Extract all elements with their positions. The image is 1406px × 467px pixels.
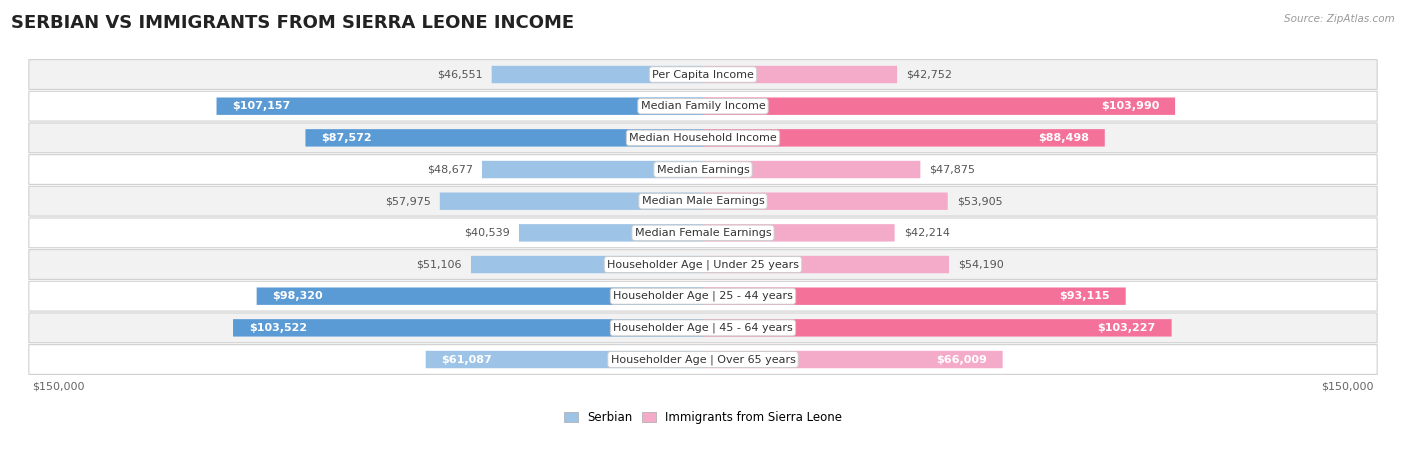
Text: $103,990: $103,990 — [1101, 101, 1159, 111]
Text: $47,875: $47,875 — [929, 164, 976, 175]
Text: $42,752: $42,752 — [905, 70, 952, 79]
FancyBboxPatch shape — [482, 161, 703, 178]
FancyBboxPatch shape — [440, 192, 703, 210]
Text: $87,572: $87,572 — [322, 133, 373, 143]
FancyBboxPatch shape — [703, 192, 948, 210]
Text: SERBIAN VS IMMIGRANTS FROM SIERRA LEONE INCOME: SERBIAN VS IMMIGRANTS FROM SIERRA LEONE … — [11, 14, 575, 32]
Text: $93,115: $93,115 — [1059, 291, 1109, 301]
Text: Median Household Income: Median Household Income — [628, 133, 778, 143]
FancyBboxPatch shape — [703, 224, 894, 241]
FancyBboxPatch shape — [703, 98, 1175, 115]
FancyBboxPatch shape — [30, 218, 1376, 248]
FancyBboxPatch shape — [257, 288, 703, 305]
FancyBboxPatch shape — [217, 98, 703, 115]
Text: Householder Age | Over 65 years: Householder Age | Over 65 years — [610, 354, 796, 365]
FancyBboxPatch shape — [233, 319, 703, 337]
Text: Householder Age | 25 - 44 years: Householder Age | 25 - 44 years — [613, 291, 793, 301]
FancyBboxPatch shape — [703, 66, 897, 83]
Legend: Serbian, Immigrants from Sierra Leone: Serbian, Immigrants from Sierra Leone — [558, 406, 848, 429]
FancyBboxPatch shape — [471, 256, 703, 273]
Text: Per Capita Income: Per Capita Income — [652, 70, 754, 79]
Text: Householder Age | Under 25 years: Householder Age | Under 25 years — [607, 259, 799, 270]
Text: Householder Age | 45 - 64 years: Householder Age | 45 - 64 years — [613, 323, 793, 333]
Text: $54,190: $54,190 — [957, 260, 1004, 269]
Text: $51,106: $51,106 — [416, 260, 463, 269]
Text: Median Earnings: Median Earnings — [657, 164, 749, 175]
Text: $107,157: $107,157 — [232, 101, 291, 111]
FancyBboxPatch shape — [30, 155, 1376, 184]
FancyBboxPatch shape — [703, 351, 1002, 368]
Text: $57,975: $57,975 — [385, 196, 430, 206]
Text: $150,000: $150,000 — [32, 381, 84, 391]
FancyBboxPatch shape — [30, 123, 1376, 153]
Text: Median Female Earnings: Median Female Earnings — [634, 228, 772, 238]
Text: $150,000: $150,000 — [1322, 381, 1374, 391]
FancyBboxPatch shape — [492, 66, 703, 83]
Text: Median Male Earnings: Median Male Earnings — [641, 196, 765, 206]
FancyBboxPatch shape — [30, 281, 1376, 311]
FancyBboxPatch shape — [703, 129, 1105, 147]
Text: $48,677: $48,677 — [427, 164, 472, 175]
Text: $46,551: $46,551 — [437, 70, 482, 79]
FancyBboxPatch shape — [30, 345, 1376, 375]
Text: $53,905: $53,905 — [957, 196, 1002, 206]
FancyBboxPatch shape — [703, 256, 949, 273]
FancyBboxPatch shape — [703, 161, 921, 178]
FancyBboxPatch shape — [426, 351, 703, 368]
FancyBboxPatch shape — [30, 92, 1376, 121]
Text: $103,522: $103,522 — [249, 323, 307, 333]
Text: $40,539: $40,539 — [464, 228, 510, 238]
Text: $88,498: $88,498 — [1038, 133, 1088, 143]
Text: $66,009: $66,009 — [936, 354, 987, 365]
Text: $61,087: $61,087 — [441, 354, 492, 365]
FancyBboxPatch shape — [703, 288, 1126, 305]
Text: Median Family Income: Median Family Income — [641, 101, 765, 111]
FancyBboxPatch shape — [519, 224, 703, 241]
FancyBboxPatch shape — [30, 186, 1376, 216]
FancyBboxPatch shape — [30, 250, 1376, 279]
Text: $98,320: $98,320 — [273, 291, 323, 301]
Text: $42,214: $42,214 — [904, 228, 949, 238]
FancyBboxPatch shape — [305, 129, 703, 147]
Text: $103,227: $103,227 — [1098, 323, 1156, 333]
FancyBboxPatch shape — [30, 313, 1376, 343]
FancyBboxPatch shape — [703, 319, 1171, 337]
Text: Source: ZipAtlas.com: Source: ZipAtlas.com — [1284, 14, 1395, 24]
FancyBboxPatch shape — [30, 60, 1376, 89]
